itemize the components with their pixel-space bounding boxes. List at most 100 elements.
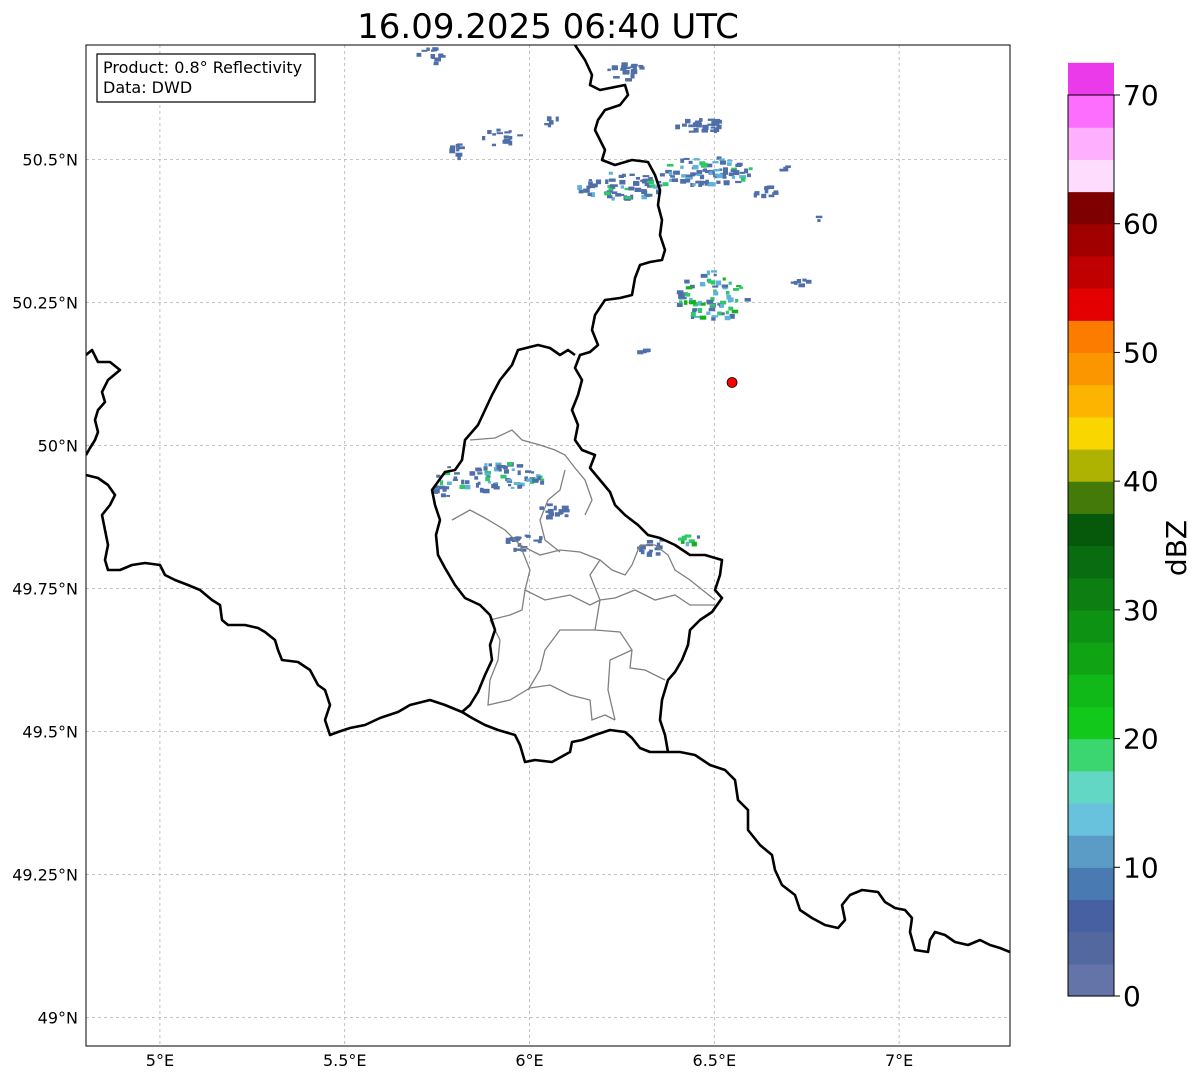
echo-pixel xyxy=(709,303,715,307)
echo-pixel xyxy=(607,195,613,199)
echo-pixel xyxy=(699,315,707,320)
echo-pixel xyxy=(640,544,646,550)
echo-pixel xyxy=(553,505,557,511)
echo-pixel xyxy=(430,54,436,59)
echo-pixel xyxy=(618,174,624,178)
echo-pixel xyxy=(684,293,691,297)
echo-pixel xyxy=(511,468,515,471)
colorbar-swatch xyxy=(1068,62,1114,96)
colorbar-tick-label: 40 xyxy=(1123,465,1159,498)
echo-pixel xyxy=(690,314,694,319)
echo-pixel xyxy=(736,285,742,288)
colorbar-tick-label: 20 xyxy=(1123,723,1159,756)
echo-pixel xyxy=(545,510,551,513)
echo-pixel xyxy=(685,177,692,180)
echo-pixel xyxy=(676,290,684,295)
echo-pixel xyxy=(702,169,707,172)
colorbar-swatch xyxy=(1068,738,1114,772)
colorbar-swatch xyxy=(1068,577,1114,611)
echo-pixel xyxy=(586,185,591,189)
echo-pixel xyxy=(439,480,444,486)
echo-pixel xyxy=(735,163,742,167)
echo-pixel xyxy=(710,297,715,302)
echo-pixel xyxy=(504,469,509,474)
echo-pixel xyxy=(697,308,703,313)
echo-pixel xyxy=(537,476,541,481)
echo-pixel xyxy=(646,178,651,182)
echo-pixel xyxy=(496,132,503,135)
echo-pixel xyxy=(724,315,731,321)
echo-pixel xyxy=(612,191,618,194)
echo-pixel xyxy=(707,181,713,187)
echo-pixel xyxy=(739,171,745,174)
echo-pixel xyxy=(688,130,696,133)
colorbar-swatch xyxy=(1068,835,1114,868)
echo-pixel xyxy=(443,471,451,476)
country-borders xyxy=(86,45,1010,954)
echo-pixel xyxy=(688,160,693,164)
echo-pixel xyxy=(721,284,729,288)
echo-pixel xyxy=(716,180,721,184)
echo-pixel xyxy=(694,172,698,175)
echo-pixel xyxy=(548,120,554,125)
echo-pixel xyxy=(531,471,535,474)
echo-pixel xyxy=(608,171,613,175)
echo-pixel xyxy=(638,65,644,68)
echo-pixel xyxy=(630,65,635,68)
echo-pixel xyxy=(695,180,701,184)
echo-pixel xyxy=(692,308,698,311)
echo-pixel xyxy=(492,133,496,136)
echo-pixel xyxy=(642,175,650,178)
latitude-ticks: 50.5°N 50.25°N 50°N 49.75°N 49.5°N 49.25°N 49°… xyxy=(12,150,78,1027)
echo-pixel xyxy=(479,487,484,493)
echo-pixel xyxy=(684,534,692,538)
echo-pixel xyxy=(548,512,554,517)
echo-pixel xyxy=(505,537,511,542)
echo-pixel xyxy=(640,549,645,555)
echo-pixel xyxy=(711,317,716,321)
echo-pixel xyxy=(508,140,513,146)
echo-pixel xyxy=(690,183,694,187)
echo-pixel xyxy=(706,163,713,168)
colorbar: 0 10 20 30 40 50 60 70 dBZ xyxy=(1067,62,1193,1013)
echo-pixel xyxy=(796,279,802,284)
echo-pixel xyxy=(608,186,614,191)
colorbar-swatch xyxy=(1068,642,1114,675)
echo-pixel xyxy=(503,138,511,144)
colorbar-swatch xyxy=(1068,867,1114,901)
echo-pixel xyxy=(708,308,716,312)
echo-pixel xyxy=(433,61,439,66)
echo-pixel xyxy=(680,165,684,169)
echo-pixel xyxy=(520,549,527,552)
echo-pixel xyxy=(665,169,672,174)
echo-pixel xyxy=(689,297,693,301)
colorbar-swatch xyxy=(1068,609,1114,643)
echo-pixel xyxy=(482,488,490,494)
echo-pixel xyxy=(613,76,620,79)
echo-pixel xyxy=(646,348,651,352)
echo-pixel xyxy=(518,484,523,489)
echo-pixel xyxy=(605,179,609,184)
echo-pixel xyxy=(730,169,737,173)
echo-pixel xyxy=(509,135,513,140)
colorbar-swatches xyxy=(1068,62,1114,997)
echo-pixel xyxy=(658,180,662,184)
info-product: Product: 0.8° Reflectivity xyxy=(103,58,302,77)
echo-pixel xyxy=(701,128,708,133)
echo-pixel xyxy=(713,291,719,296)
echo-pixel xyxy=(613,184,618,187)
echo-pixel xyxy=(482,136,486,141)
echo-pixel xyxy=(712,161,719,164)
echo-pixel xyxy=(484,472,490,476)
echo-pixel xyxy=(717,303,722,306)
echo-pixel xyxy=(520,482,525,487)
colorbar-swatch xyxy=(1068,674,1114,707)
map-frame xyxy=(85,44,1011,1047)
echo-pixel xyxy=(499,465,506,468)
colorbar-swatch xyxy=(1068,352,1114,386)
echo-pixel xyxy=(432,47,439,51)
echo-pixel xyxy=(709,171,713,175)
echo-pixel xyxy=(624,187,632,191)
echo-pixel xyxy=(720,172,727,178)
echo-pixel xyxy=(558,509,564,514)
